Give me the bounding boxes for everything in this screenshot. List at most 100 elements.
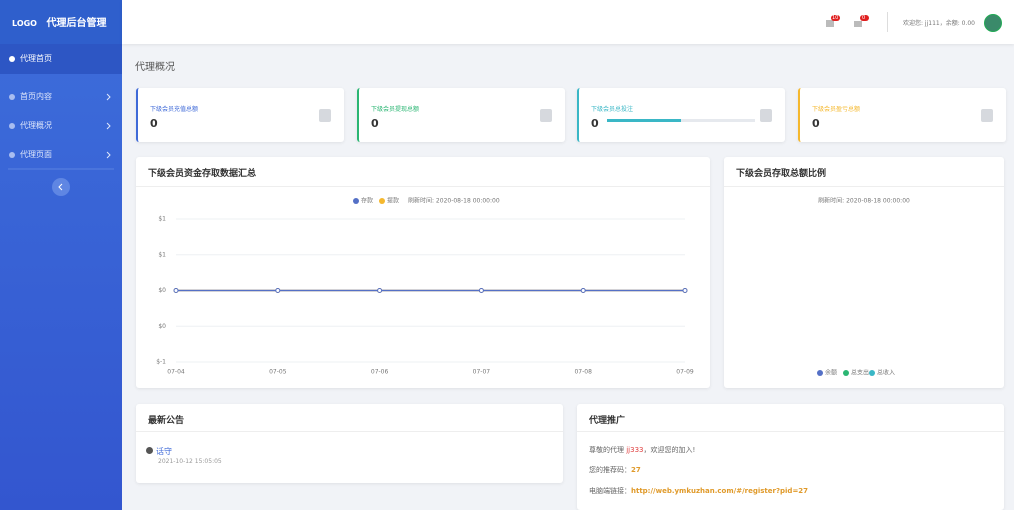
point bbox=[682, 288, 688, 293]
stat-value: 0 bbox=[150, 117, 158, 130]
stat-card: 下级会员提现总额 0 bbox=[357, 88, 565, 142]
card-title: 下级会员存取总额比例 bbox=[736, 169, 827, 179]
legend-label: 存款 bbox=[361, 197, 373, 205]
stat-icon bbox=[540, 109, 552, 122]
x-tick-label: 07-06 bbox=[371, 369, 389, 376]
badge[interactable]: 0 bbox=[862, 15, 866, 21]
text: 尊敬的代理 bbox=[589, 446, 624, 454]
stat-card: 下级会员充值总额 0 bbox=[136, 88, 344, 142]
y-tick-label: $1 bbox=[158, 251, 166, 258]
divider bbox=[136, 186, 710, 187]
notice-title[interactable]: 话守 bbox=[156, 447, 172, 456]
progress-bar bbox=[607, 119, 681, 122]
legend-swatch bbox=[817, 370, 823, 376]
label: 电脑端链接： bbox=[589, 487, 631, 495]
welcome: 欢迎您: jj111，余额: 0.00 bbox=[903, 20, 976, 27]
collapse-button[interactable] bbox=[52, 178, 70, 196]
icon-shape bbox=[319, 109, 331, 122]
legend-label: 总支出 bbox=[851, 369, 869, 377]
menu-item[interactable]: 首页内容 bbox=[0, 82, 122, 112]
card-title: 下级会员资金存取数据汇总 bbox=[148, 169, 257, 179]
menu-item[interactable]: 代理页面 bbox=[0, 140, 122, 170]
y-tick-label: $0 bbox=[158, 323, 166, 330]
menu-item[interactable]: 代理首页 bbox=[0, 44, 122, 74]
legend-swatch bbox=[843, 370, 849, 376]
legend-swatch bbox=[353, 198, 359, 204]
promo-card: 代理推广 尊敬的代理 jj333，欢迎您的加入! 您的推荐码：27 电脑端链接：… bbox=[577, 404, 1004, 510]
stat-label: 下级会员总投注 bbox=[591, 106, 634, 113]
stat-value: 0 bbox=[591, 117, 599, 130]
refresh-time: 刷新时间: 2020-08-18 00:00:00 bbox=[818, 197, 910, 205]
stat-label: 下级会员提现总额 bbox=[371, 106, 420, 113]
legend-label: 余额 bbox=[825, 369, 837, 377]
notice-card: 最新公告 话守 2021-10-12 15:05:05 bbox=[136, 404, 563, 483]
x-tick-label: 07-04 bbox=[167, 369, 185, 376]
legend-label: 总收入 bbox=[877, 369, 895, 377]
menu-label: 首页内容 bbox=[20, 92, 52, 101]
point bbox=[275, 288, 281, 293]
refresh-time: 刷新时间: 2020-08-18 00:00:00 bbox=[408, 197, 500, 205]
divider bbox=[887, 12, 888, 32]
card-title: 代理推广 bbox=[589, 416, 626, 426]
x-tick-label: 07-07 bbox=[473, 369, 491, 376]
stat-card: 下级会员盈亏总额 0 bbox=[798, 88, 1006, 142]
y-tick-label: $1 bbox=[158, 216, 166, 223]
legend-label: 提款 bbox=[387, 197, 399, 205]
deposit-card: 下级会员资金存取数据汇总 $1 $1 $0 $0 $-1 07-04 07-05 07-06 0… bbox=[136, 157, 710, 388]
stat-label: 下级会员盈亏总额 bbox=[812, 106, 861, 113]
point bbox=[377, 288, 383, 293]
menu-label: 代理首页 bbox=[20, 54, 52, 63]
app-title: 代理后台管理 bbox=[46, 18, 107, 29]
point bbox=[580, 288, 586, 293]
link-row: 电脑端链接：http://web.ymkuzhan.com/#/register… bbox=[589, 486, 808, 496]
stat-value: 0 bbox=[812, 117, 820, 130]
code: 27 bbox=[631, 466, 641, 474]
x-tick-label: 07-09 bbox=[676, 369, 694, 376]
icon-shape bbox=[760, 109, 772, 122]
legend-swatch bbox=[379, 198, 385, 204]
badge[interactable]: 10 bbox=[832, 15, 839, 21]
legend-swatch bbox=[869, 370, 875, 376]
greeting: 尊敬的代理 jj333，欢迎您的加入! bbox=[589, 445, 695, 455]
progress-track bbox=[607, 119, 755, 122]
logo-bar: LOGO 代理后台管理 bbox=[0, 0, 122, 44]
agent-name: jj333 bbox=[626, 446, 644, 454]
link[interactable]: http://web.ymkuzhan.com/#/register?pid=2… bbox=[631, 487, 809, 495]
point bbox=[173, 288, 179, 293]
icon-shape bbox=[981, 109, 993, 122]
x-tick-label: 07-05 bbox=[269, 369, 287, 376]
stat-icon bbox=[319, 109, 331, 122]
page-title: 代理概况 bbox=[135, 62, 175, 73]
sidebar: LOGO 代理后台管理 代理首页 首页内容 代理概况 代理页面 bbox=[0, 0, 122, 510]
logo: LOGO bbox=[12, 19, 37, 28]
y-tick-label: $-1 bbox=[156, 359, 166, 366]
notice-date: 2021-10-12 15:05:05 bbox=[158, 458, 222, 465]
divider bbox=[577, 431, 1004, 432]
pie-chart: 刷新时间: 2020-08-18 00:00:00 余额 总支出 总收入 bbox=[817, 197, 910, 377]
x-tick-label: 07-08 bbox=[574, 369, 592, 376]
menu-label: 代理页面 bbox=[20, 150, 52, 159]
card-title: 最新公告 bbox=[148, 416, 185, 426]
text: ，欢迎您的加入! bbox=[643, 446, 696, 454]
sidebar-icons bbox=[8, 56, 114, 196]
header-icons bbox=[826, 15, 862, 27]
stat-value: 0 bbox=[371, 117, 379, 130]
code-row: 您的推荐码：27 bbox=[589, 465, 641, 475]
stat-icon bbox=[760, 109, 772, 122]
point bbox=[478, 288, 484, 293]
avatar[interactable] bbox=[984, 14, 1002, 32]
label: 您的推荐码： bbox=[589, 466, 631, 474]
y-tick-label: $0 bbox=[158, 287, 166, 294]
ratio-card: 下级会员存取总额比例 刷新时间: 2020-08-18 00:00:00 余额 总支… bbox=[724, 157, 1004, 388]
icon-shape bbox=[540, 109, 552, 122]
menu-item[interactable]: 代理概况 bbox=[0, 111, 122, 141]
divider bbox=[136, 431, 563, 432]
stat-label: 下级会员充值总额 bbox=[150, 106, 199, 113]
top-bar: 10 0 欢迎您: jj111，余额: 0.00 bbox=[122, 0, 1014, 44]
badge-bg bbox=[860, 15, 869, 21]
line-chart: $1 $1 $0 $0 $-107-04 07-05 07-06 07-07 07-08 07-0… bbox=[156, 197, 694, 376]
divider bbox=[724, 186, 1004, 187]
stat-icon bbox=[981, 109, 993, 122]
menu-label: 代理概况 bbox=[20, 121, 52, 130]
